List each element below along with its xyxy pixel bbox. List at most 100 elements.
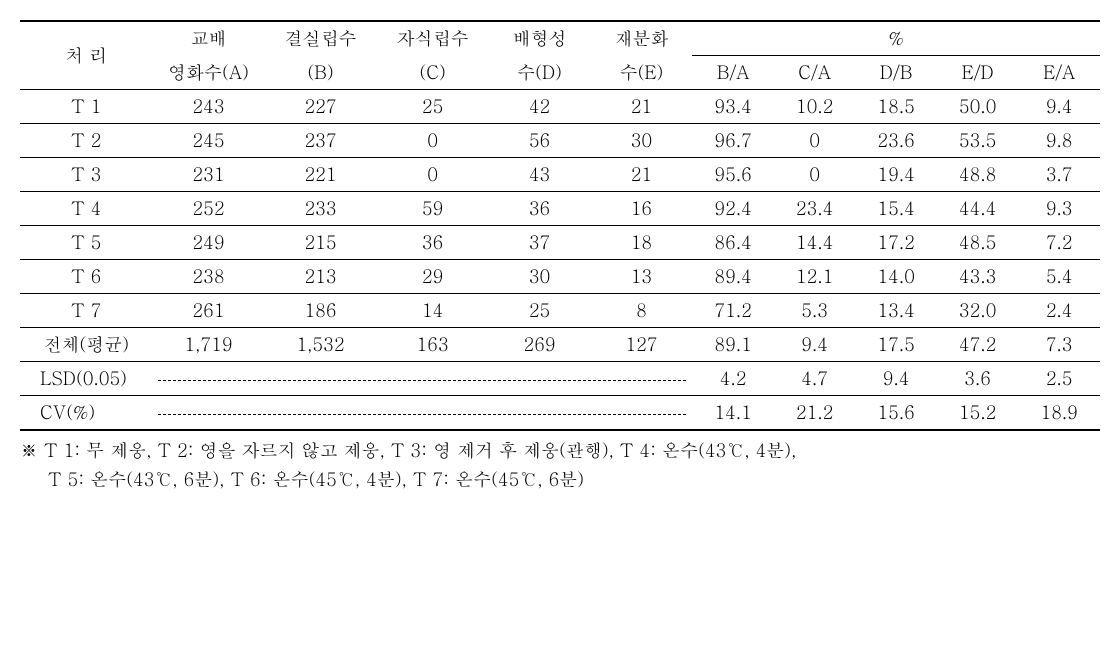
cell-ba: 89.4 xyxy=(692,260,774,294)
cell-ed: 43.3 xyxy=(937,260,1019,294)
cell-a: 249 xyxy=(152,226,264,260)
cell-lsd-dashes xyxy=(152,362,692,396)
cell-lsd-ea: 2.5 xyxy=(1018,362,1100,396)
cell-lsd-ba: 4.2 xyxy=(692,362,774,396)
cell-a: 252 xyxy=(152,192,264,226)
cell-d: 43 xyxy=(489,158,591,192)
cell-ea: 2.4 xyxy=(1018,294,1100,328)
cell-d: 37 xyxy=(489,226,591,260)
cell-b: 227 xyxy=(265,90,377,124)
footnote: ※ T 1: 무 제웅, T 2: 영을 자르지 않고 제웅, T 3: 영 제… xyxy=(20,437,1100,495)
cell-row-label: T 1 xyxy=(20,90,152,124)
cell-c: 14 xyxy=(377,294,489,328)
cell-db: 18.5 xyxy=(855,90,937,124)
cell-total-ca: 9.4 xyxy=(774,328,856,362)
cell-ea: 9.3 xyxy=(1018,192,1100,226)
cell-db: 14.0 xyxy=(855,260,937,294)
col-header-pct-ea: E/A xyxy=(1018,56,1100,90)
cell-ba: 96.7 xyxy=(692,124,774,158)
cell-d: 30 xyxy=(489,260,591,294)
cell-c: 0 xyxy=(377,124,489,158)
cell-row-label: T 5 xyxy=(20,226,152,260)
cell-ea: 5.4 xyxy=(1018,260,1100,294)
table-row: T 124322725422193.410.218.550.09.4 xyxy=(20,90,1100,124)
cell-e: 21 xyxy=(591,158,693,192)
cell-row-label: T 6 xyxy=(20,260,152,294)
cell-ca: 14.4 xyxy=(774,226,856,260)
cell-c: 36 xyxy=(377,226,489,260)
table-header-row-1: 처 리 교배 결실립수 자식립수 배형성 재분화 % xyxy=(20,21,1100,56)
col-header-b-l2: (B) xyxy=(265,56,377,90)
col-header-e-l2: 수(E) xyxy=(591,56,693,90)
cell-total-ea: 7.3 xyxy=(1018,328,1100,362)
col-header-a-l2: 영화수(A) xyxy=(152,56,264,90)
table-row-lsd: LSD(0.05) 4.2 4.7 9.4 3.6 2.5 xyxy=(20,362,1100,396)
cell-cv-ca: 21.2 xyxy=(774,396,856,431)
cell-ea: 3.7 xyxy=(1018,158,1100,192)
cell-e: 13 xyxy=(591,260,693,294)
cell-total-a: 1,719 xyxy=(152,328,264,362)
table-row: T 524921536371886.414.417.248.57.2 xyxy=(20,226,1100,260)
col-header-pct-ca: C/A xyxy=(774,56,856,90)
cell-c: 25 xyxy=(377,90,489,124)
footnote-line-2: T 5: 온수(43℃, 6분), T 6: 온수(45℃, 4분), T 7:… xyxy=(20,466,1100,495)
cell-ed: 48.8 xyxy=(937,158,1019,192)
cell-b: 213 xyxy=(265,260,377,294)
cell-total-c: 163 xyxy=(377,328,489,362)
table-row: T 623821329301389.412.114.043.35.4 xyxy=(20,260,1100,294)
cell-ea: 9.8 xyxy=(1018,124,1100,158)
cell-db: 17.2 xyxy=(855,226,937,260)
cell-total-db: 17.5 xyxy=(855,328,937,362)
cell-ca: 23.4 xyxy=(774,192,856,226)
table-row-total: 전체(평균) 1,719 1,532 163 269 127 89.1 9.4 … xyxy=(20,328,1100,362)
cell-c: 0 xyxy=(377,158,489,192)
cell-ed: 44.4 xyxy=(937,192,1019,226)
cell-lsd-ca: 4.7 xyxy=(774,362,856,396)
cell-cv-ea: 18.9 xyxy=(1018,396,1100,431)
cell-cv-label: CV(%) xyxy=(20,396,152,431)
cell-lsd-label: LSD(0.05) xyxy=(20,362,152,396)
cell-d: 42 xyxy=(489,90,591,124)
cell-ea: 7.2 xyxy=(1018,226,1100,260)
cell-ca: 5.3 xyxy=(774,294,856,328)
cell-b: 186 xyxy=(265,294,377,328)
cell-b: 221 xyxy=(265,158,377,192)
cell-lsd-db: 9.4 xyxy=(855,362,937,396)
col-header-d-l1: 배형성 xyxy=(489,21,591,56)
table-row: T 72611861425871.25.313.432.02.4 xyxy=(20,294,1100,328)
cell-ca: 0 xyxy=(774,124,856,158)
cell-e: 8 xyxy=(591,294,693,328)
cell-d: 25 xyxy=(489,294,591,328)
cell-ba: 95.6 xyxy=(692,158,774,192)
col-header-d-l2: 수(D) xyxy=(489,56,591,90)
cell-total-ba: 89.1 xyxy=(692,328,774,362)
col-header-b-l1: 결실립수 xyxy=(265,21,377,56)
cell-e: 30 xyxy=(591,124,693,158)
cell-ed: 53.5 xyxy=(937,124,1019,158)
table-header-row-2: 영화수(A) (B) (C) 수(D) 수(E) B/A C/A D/B E/D… xyxy=(20,56,1100,90)
cell-ca: 12.1 xyxy=(774,260,856,294)
cell-e: 16 xyxy=(591,192,693,226)
cell-a: 261 xyxy=(152,294,264,328)
col-header-pct-ed: E/D xyxy=(937,56,1019,90)
cell-total-e: 127 xyxy=(591,328,693,362)
cell-ca: 10.2 xyxy=(774,90,856,124)
col-header-a-l1: 교배 xyxy=(152,21,264,56)
col-header-c-l1: 자식립수 xyxy=(377,21,489,56)
cell-ed: 50.0 xyxy=(937,90,1019,124)
cell-ed: 32.0 xyxy=(937,294,1019,328)
cell-b: 237 xyxy=(265,124,377,158)
table-row: T 32312210432195.6019.448.83.7 xyxy=(20,158,1100,192)
cell-cv-ba: 14.1 xyxy=(692,396,774,431)
cell-d: 36 xyxy=(489,192,591,226)
table-row: T 22452370563096.7023.653.59.8 xyxy=(20,124,1100,158)
col-header-e-l1: 재분화 xyxy=(591,21,693,56)
cell-c: 29 xyxy=(377,260,489,294)
col-header-treatment: 처 리 xyxy=(20,21,152,90)
cell-ba: 92.4 xyxy=(692,192,774,226)
cell-row-label: T 7 xyxy=(20,294,152,328)
col-header-pct-group: % xyxy=(692,21,1100,56)
cell-total-d: 269 xyxy=(489,328,591,362)
cell-e: 21 xyxy=(591,90,693,124)
col-header-pct-db: D/B xyxy=(855,56,937,90)
